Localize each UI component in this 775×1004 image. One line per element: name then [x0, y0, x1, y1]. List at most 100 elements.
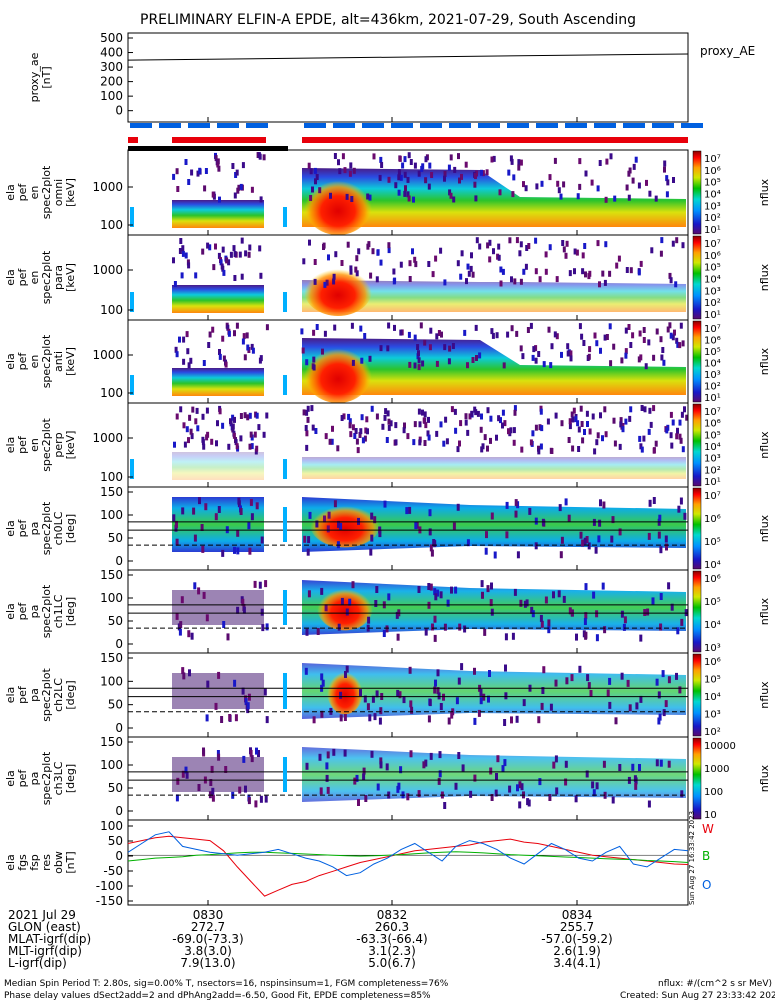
- noise-pixel: [386, 410, 390, 417]
- colorbar-label: nflux: [758, 514, 771, 542]
- noise-pixel: [417, 350, 420, 357]
- noise-pixel: [337, 159, 340, 166]
- y-label-line: ela: [4, 437, 17, 454]
- noise-pixel: [183, 441, 187, 448]
- noise-pixel: [601, 270, 605, 277]
- noise-pixel: [555, 276, 559, 283]
- noise-pixel: [329, 192, 332, 199]
- noise-pixel: [587, 273, 591, 280]
- noise-pixel: [537, 448, 541, 455]
- colorbar-tick-label: 10³: [704, 454, 721, 465]
- noise-pixel: [249, 431, 253, 438]
- noise-pixel: [596, 185, 600, 192]
- noise-pixel: [308, 511, 312, 519]
- noise-pixel: [602, 501, 606, 509]
- noise-pixel: [497, 243, 501, 250]
- noise-pixel: [612, 417, 616, 424]
- noise-pixel: [241, 338, 245, 345]
- noise-pixel: [222, 621, 226, 628]
- footer-cell: 0830: [193, 908, 224, 922]
- noise-pixel: [540, 620, 544, 628]
- noise-pixel: [680, 790, 684, 798]
- noise-pixel: [486, 407, 490, 414]
- noise-pixel: [461, 764, 465, 772]
- footer-cell: -57.0(-59.2): [541, 932, 612, 946]
- colorbar-gradient: [692, 320, 702, 403]
- noise-pixel: [599, 499, 602, 507]
- noise-pixel: [683, 512, 687, 520]
- noise-pixel: [175, 612, 179, 620]
- panel-frame: [127, 32, 689, 123]
- noise-pixel: [387, 242, 391, 249]
- y-tick-label: 1000: [92, 180, 123, 194]
- noise-pixel: [569, 355, 573, 362]
- noise-pixel: [518, 781, 522, 789]
- noise-pixel: [523, 600, 527, 608]
- flux-hotspot: [310, 501, 380, 548]
- noise-pixel: [201, 248, 205, 255]
- noise-pixel: [504, 692, 508, 700]
- y-label-line: spec2plot: [40, 165, 53, 219]
- noise-pixel: [679, 497, 683, 505]
- noise-pixel: [503, 719, 507, 726]
- noise-pixel: [628, 415, 632, 422]
- noise-pixel: [398, 691, 402, 699]
- flux-hotspot: [304, 343, 372, 403]
- colorbar-tick-label: 10²: [704, 465, 721, 476]
- noise-pixel: [176, 186, 180, 192]
- noise-pixel: [512, 439, 516, 446]
- proxy-ae-line: [127, 53, 689, 61]
- noise-pixel: [658, 713, 662, 721]
- noise-pixel: [197, 587, 201, 595]
- footer-cell: 3.8(3.0): [184, 944, 232, 958]
- noise-pixel: [413, 162, 417, 169]
- noise-pixel: [613, 195, 617, 202]
- noise-pixel: [429, 583, 433, 591]
- noise-pixel: [326, 751, 330, 759]
- noise-pixel: [510, 325, 514, 332]
- noise-pixel: [464, 161, 468, 168]
- pa-band-pre: [172, 590, 264, 625]
- noise-pixel: [339, 714, 343, 722]
- noise-pixel: [499, 266, 503, 273]
- noise-pixel: [401, 162, 405, 169]
- noise-pixel: [447, 717, 451, 725]
- noise-pixel: [181, 250, 185, 257]
- noise-pixel: [604, 241, 608, 248]
- noise-pixel: [387, 424, 391, 431]
- noise-pixel: [327, 511, 331, 519]
- colorbar-tick-label: 10⁵: [704, 347, 721, 358]
- proxy-ae-legend: proxy_AE: [700, 44, 755, 58]
- noise-pixel: [586, 674, 590, 682]
- noise-pixel: [575, 633, 578, 641]
- noise-pixel: [548, 244, 552, 251]
- colorbar-tick-label: 10¹: [704, 477, 721, 488]
- noise-pixel: [567, 514, 571, 522]
- y-tick-label: 1000: [92, 348, 123, 362]
- noise-pixel: [174, 524, 178, 532]
- noise-pixel: [431, 623, 434, 631]
- noise-pixel: [399, 261, 403, 268]
- noise-pixel: [596, 432, 600, 439]
- noise-pixel: [583, 429, 586, 435]
- noise-pixel: [202, 360, 206, 366]
- y-label-line: spec2plot: [40, 751, 53, 805]
- pa-band-main: [302, 663, 686, 719]
- noise-pixel: [496, 253, 500, 260]
- noise-pixel: [595, 340, 599, 347]
- y-label-line: fsp: [28, 854, 41, 871]
- noise-pixel: [175, 413, 179, 420]
- colorbar-tick-label: 10⁵: [704, 597, 721, 608]
- noise-pixel: [349, 162, 353, 169]
- y-axis-label: proxy_ae [nT]: [28, 52, 53, 102]
- noise-pixel: [662, 359, 666, 366]
- noise-pixel: [320, 673, 324, 681]
- noise-pixel: [347, 413, 351, 420]
- noise-pixel: [235, 322, 239, 329]
- spectrogram-3: [130, 322, 686, 403]
- footer-note-2: Phase delay values dSect2add=2 and dPhAn…: [4, 991, 431, 1000]
- noise-pixel: [587, 542, 591, 550]
- noise-pixel: [481, 170, 485, 177]
- noise-pixel: [320, 710, 324, 718]
- noise-pixel: [660, 237, 664, 244]
